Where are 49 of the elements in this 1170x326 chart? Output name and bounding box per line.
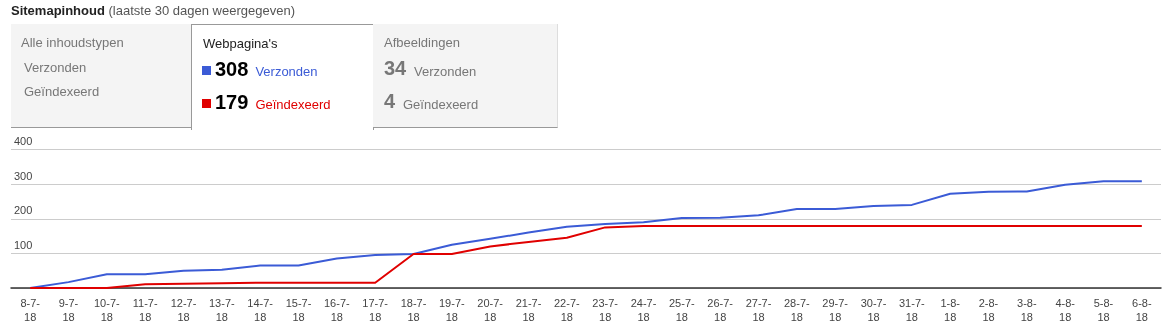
x-tick-label: 10-7-18 [93,297,121,323]
y-tick-label: 300 [14,169,33,182]
x-tick-label: 14-7-18 [247,297,274,323]
y-tick-label: 200 [14,204,33,217]
x-tick-label: 3-8-18 [1017,297,1037,323]
text: Geïndexeerd [255,97,331,112]
x-tick-label: 12-7-18 [170,297,197,323]
x-tick-label: 4-8-18 [1055,297,1076,323]
x-tick-label: 17-7-18 [362,297,389,323]
text: 179 [215,91,249,113]
x-tick-label: 16-7-18 [323,297,351,323]
text: Geïndexeerd [403,97,479,112]
text: Verzonden [414,64,477,79]
x-tick-label: 1-8-18 [940,297,961,323]
text: Alle inhoudstypen [21,35,124,50]
text: Verzonden [24,60,87,75]
text: Geïndexeerd [24,84,100,99]
x-tick-label: 26-7-18 [707,297,734,323]
x-tick-label: 30-7-18 [860,297,887,323]
legend-title: Webpagina's [203,36,278,51]
x-tick-label: 9-7-18 [58,297,79,323]
x-tick-label: 2-8-18 [978,297,999,323]
y-tick-label: 100 [14,238,33,251]
x-tick-label: 27-7-18 [745,297,772,323]
x-tick-label: 22-7-18 [553,297,581,323]
x-tick-label: 25-7-18 [668,297,696,323]
text: 34 [384,57,407,80]
x-tick-label: 28-7-18 [783,297,811,323]
x-tick-label: 5-8-18 [1093,297,1114,323]
x-tick-label: 8-7-18 [20,297,41,323]
x-tick-label: 20-7-18 [477,297,504,323]
chart-title: Sitemapinhoud [11,3,105,18]
x-tick-label: 15-7-18 [285,297,312,323]
text: Verzonden [255,64,318,79]
x-tick-label: 29-7-18 [822,297,849,323]
x-tick-label: 21-7-18 [515,297,542,323]
x-tick-label: 19-7-18 [438,297,466,323]
y-tick-label: 400 [14,135,33,147]
x-tick-label: 6-8-18 [1132,297,1152,323]
x-tick-label: 18-7-18 [400,297,427,323]
x-tick-label: 31-7-18 [898,297,926,323]
text: Afbeeldingen [384,35,460,50]
x-tick-label: 24-7-18 [630,297,657,323]
text: 4 [384,90,396,113]
x-tick-label: 11-7-18 [132,297,158,323]
x-tick-label: 23-7-18 [592,297,619,323]
x-tick-label: 13-7-18 [208,297,236,323]
chart-subtitle: (laatste 30 dagen weergegeven) [107,3,295,18]
text: 308 [215,58,249,80]
